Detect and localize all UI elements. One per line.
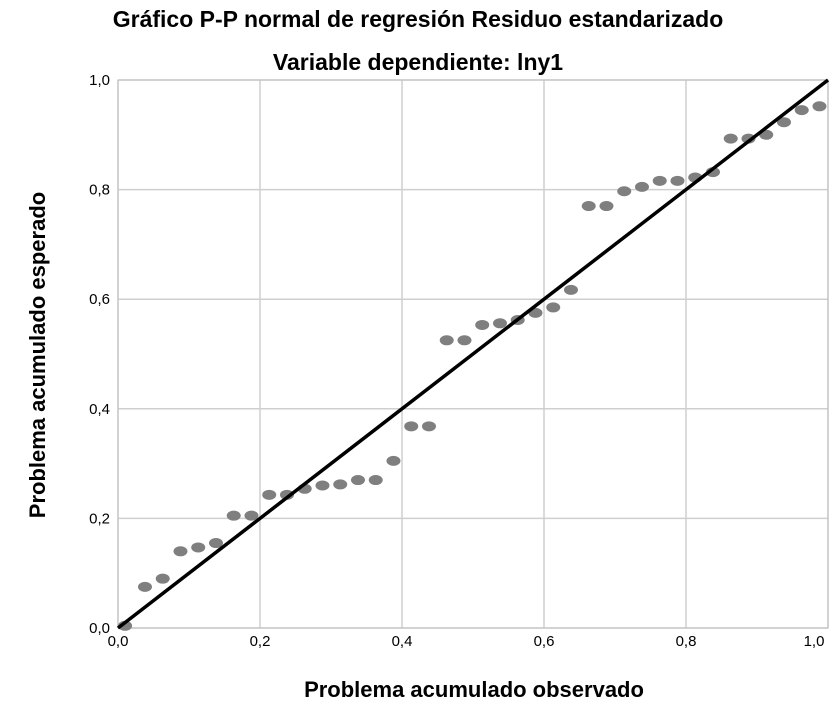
x-tick-label: 0,4 xyxy=(392,633,413,650)
data-point xyxy=(546,302,561,313)
data-point xyxy=(244,510,259,521)
data-point xyxy=(794,105,809,116)
y-tick-label: 0,6 xyxy=(89,291,110,308)
x-tick-label: 1,0 xyxy=(804,633,825,650)
data-point xyxy=(599,201,614,212)
data-points xyxy=(118,101,827,631)
data-point xyxy=(475,319,490,330)
chart-title: Gráfico P-P normal de regresión Residuo … xyxy=(113,6,724,32)
data-point xyxy=(208,538,223,549)
data-point xyxy=(191,542,206,553)
tick-labels: 0,0 0,2 0,4 0,6 0,8 1,0 0,0 0,2 0,4 0,6 0,8 1,0 xyxy=(89,72,824,650)
x-tick-label: 0,0 xyxy=(108,633,129,650)
data-point xyxy=(776,117,791,128)
y-axis-label: Problema acumulado esperado xyxy=(25,192,50,518)
x-tick-label: 0,8 xyxy=(676,633,697,650)
y-tick-label: 0,8 xyxy=(89,182,110,199)
data-point xyxy=(812,101,827,112)
y-tick-label: 0,4 xyxy=(89,401,110,418)
data-point xyxy=(173,546,188,557)
data-point xyxy=(279,489,294,500)
data-point xyxy=(439,335,454,346)
data-point xyxy=(404,421,419,432)
data-point xyxy=(333,479,348,490)
reference-diagonal-line xyxy=(116,78,830,630)
data-point xyxy=(652,175,667,186)
y-tick-label: 1,0 xyxy=(89,72,110,89)
chart-subtitle: Variable dependiente: lny1 xyxy=(273,49,563,75)
data-point xyxy=(226,510,241,521)
data-point xyxy=(723,133,738,144)
data-point xyxy=(155,573,170,584)
data-point xyxy=(262,489,277,500)
plot-area-frame xyxy=(117,79,829,629)
data-point xyxy=(368,475,383,486)
data-point xyxy=(350,475,365,486)
y-tick-label: 0,0 xyxy=(89,620,110,637)
x-tick-label: 0,2 xyxy=(250,633,271,650)
data-point xyxy=(492,318,507,329)
y-tick-label: 0,2 xyxy=(89,510,110,527)
data-point xyxy=(421,421,436,432)
data-point xyxy=(315,480,330,491)
data-point xyxy=(617,186,632,197)
data-point xyxy=(563,284,578,295)
x-tick-label: 0,6 xyxy=(534,633,555,650)
data-point xyxy=(741,133,756,144)
data-point xyxy=(137,581,152,592)
data-point xyxy=(581,201,596,212)
x-axis-label: Problema acumulado observado xyxy=(304,677,644,702)
data-point xyxy=(634,181,649,192)
data-point xyxy=(670,175,685,186)
data-point xyxy=(457,335,472,346)
data-point xyxy=(386,455,401,466)
